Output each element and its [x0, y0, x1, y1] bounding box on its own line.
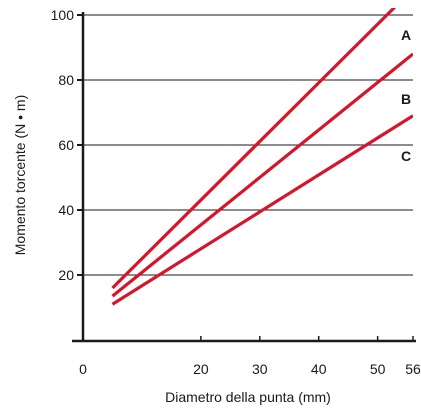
x-tick-label: 0 — [79, 361, 87, 377]
series-line-c — [111, 114, 413, 306]
x-axis-title: Diametro della punta (mm) — [165, 389, 331, 405]
y-tick-label: 40 — [58, 202, 74, 218]
y-tick-label: 80 — [58, 72, 74, 88]
series-line-a — [111, 8, 397, 290]
series-lines — [111, 8, 413, 306]
x-tick-label: 40 — [311, 361, 327, 377]
series-line-b — [111, 52, 413, 298]
x-tick-label: 50 — [370, 361, 386, 377]
series-label-c: C — [401, 148, 411, 164]
y-axis-title: Momento torcente (N • m) — [12, 95, 28, 256]
axes — [72, 12, 416, 343]
y-tick-label: 60 — [58, 137, 74, 153]
y-tick-label: 100 — [51, 7, 75, 23]
series-label-a: A — [401, 27, 411, 43]
tick-labels: 20 40 60 80 100 0 20 30 40 50 56 — [51, 7, 421, 377]
series-labels: A B C — [401, 27, 411, 164]
grid-lines — [83, 14, 413, 276]
y-tick-label: 20 — [58, 267, 74, 283]
x-tick-label: 20 — [193, 361, 209, 377]
x-tick-label: 30 — [252, 361, 268, 377]
x-tick-label: 56 — [405, 361, 421, 377]
series-label-b: B — [401, 91, 411, 107]
